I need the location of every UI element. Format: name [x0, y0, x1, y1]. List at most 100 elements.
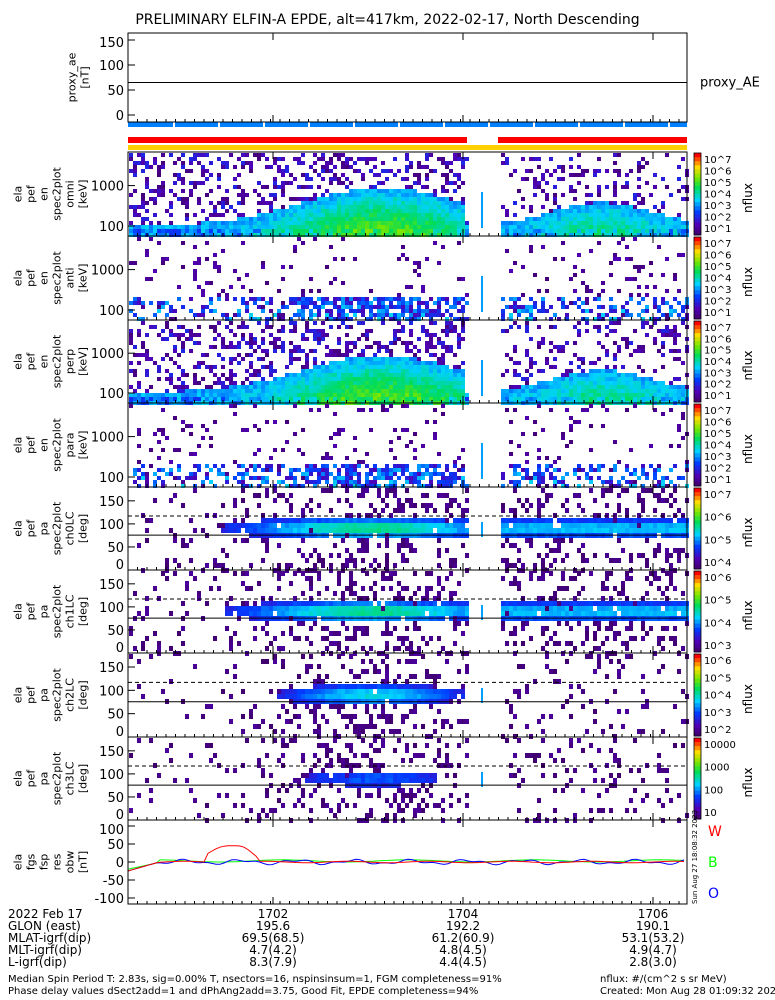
heatmap-cell — [389, 518, 393, 523]
heatmap-cell — [669, 313, 673, 317]
heatmap-cell — [625, 389, 629, 393]
heatmap-cell — [365, 329, 369, 333]
heatmap-cell — [389, 169, 393, 173]
heatmap-cell — [457, 221, 461, 225]
heatmap-cell — [581, 229, 585, 233]
heatmap-cell — [465, 221, 469, 225]
heatmap-cell — [237, 397, 241, 401]
heatmap-cell — [401, 301, 405, 305]
heatmap-cell — [249, 169, 253, 173]
heatmap-cell — [645, 321, 649, 325]
heatmap-cell — [437, 361, 441, 365]
heatmap-cell — [201, 436, 205, 440]
heatmap-cell — [585, 297, 589, 301]
heatmap-cell — [397, 498, 401, 503]
heatmap-cell — [241, 217, 245, 221]
heatmap-cell — [453, 201, 457, 205]
heatmap-cell — [601, 397, 605, 401]
heatmap-cell — [665, 233, 669, 237]
heatmap-cell — [513, 201, 517, 205]
heatmap-cell — [533, 385, 537, 389]
heatmap-cell — [557, 233, 561, 237]
heatmap-cell — [353, 563, 357, 568]
heatmap-cell — [513, 464, 517, 468]
heatmap-cell — [197, 468, 201, 472]
heatmap-cell — [625, 229, 629, 233]
heatmap-cell — [409, 381, 413, 385]
heatmap-cell — [545, 289, 549, 293]
heatmap-cell — [661, 221, 665, 225]
heatmap-cell — [269, 373, 273, 377]
heatmap-cell — [233, 460, 237, 464]
heatmap-cell — [241, 229, 245, 233]
heatmap-cell — [417, 173, 421, 177]
heatmap-cell — [257, 157, 261, 161]
heatmap-cell — [249, 528, 253, 533]
heatmap-cell — [313, 518, 317, 523]
heatmap-cell — [393, 209, 397, 213]
heatmap-cell — [601, 225, 605, 229]
heatmap-cell — [341, 397, 345, 401]
heatmap-cell — [253, 301, 257, 305]
heatmap-cell — [429, 385, 433, 389]
heatmap-cell — [345, 213, 349, 217]
heatmap-cell — [521, 233, 525, 237]
heatmap-cell — [149, 464, 153, 468]
heatmap-cell — [197, 197, 201, 201]
heatmap-cell — [501, 161, 505, 165]
heatmap-cell — [553, 345, 557, 349]
heatmap-cell — [417, 337, 421, 341]
heatmap-cell — [505, 397, 509, 401]
heatmap-cell — [429, 484, 433, 488]
bar-gap — [488, 122, 490, 127]
heatmap-cell — [317, 528, 321, 533]
heatmap-cell — [409, 365, 413, 369]
heatmap-cell — [453, 480, 457, 484]
heatmap-cell — [281, 209, 285, 213]
heatmap-cell — [569, 424, 573, 428]
y-tick-label: 1000 — [91, 180, 124, 195]
heatmap-cell — [189, 349, 193, 353]
heatmap-cell — [313, 233, 317, 237]
heatmap-cell — [409, 518, 413, 523]
heatmap-cell — [597, 189, 601, 193]
heatmap-cell — [605, 373, 609, 377]
heatmap-cell — [253, 404, 257, 408]
heatmap-cell — [505, 221, 509, 225]
heatmap-cell — [193, 488, 197, 493]
heatmap-cell — [337, 373, 341, 377]
y-axis-label: [nT] — [79, 66, 92, 88]
heatmap-cell — [313, 385, 317, 389]
heatmap-cell — [613, 225, 617, 229]
heatmap-cell — [449, 205, 453, 209]
heatmap-cell — [313, 193, 317, 197]
heatmap-cell — [161, 432, 165, 436]
heatmap-cell — [553, 389, 557, 393]
heatmap-cell — [269, 301, 273, 305]
heatmap-cell — [565, 444, 569, 448]
heatmap-cell — [221, 341, 225, 345]
heatmap-cell — [425, 301, 429, 305]
heatmap-cell — [393, 385, 397, 389]
heatmap-cell — [321, 205, 325, 209]
heatmap-cell — [337, 381, 341, 385]
heatmap-cell — [229, 233, 233, 237]
heatmap-cell — [433, 241, 437, 245]
heatmap-cell — [605, 205, 609, 209]
heatmap-cell — [409, 472, 413, 476]
heatmap-cell — [129, 261, 133, 265]
heatmap-cell — [349, 305, 353, 309]
heatmap-cell — [405, 393, 409, 397]
heatmap-cell — [433, 408, 437, 412]
heatmap-cell — [605, 377, 609, 381]
heatmap-cell — [585, 225, 589, 229]
heatmap-cell — [389, 365, 393, 369]
heatmap-cell — [569, 217, 573, 221]
heatmap-cell — [561, 480, 565, 484]
heatmap-cell — [505, 408, 509, 412]
heatmap-cell — [437, 305, 441, 309]
heatmap-cell — [325, 389, 329, 393]
heatmap-cell — [305, 365, 309, 369]
heatmap-cell — [661, 365, 665, 369]
heatmap-cell — [273, 389, 277, 393]
